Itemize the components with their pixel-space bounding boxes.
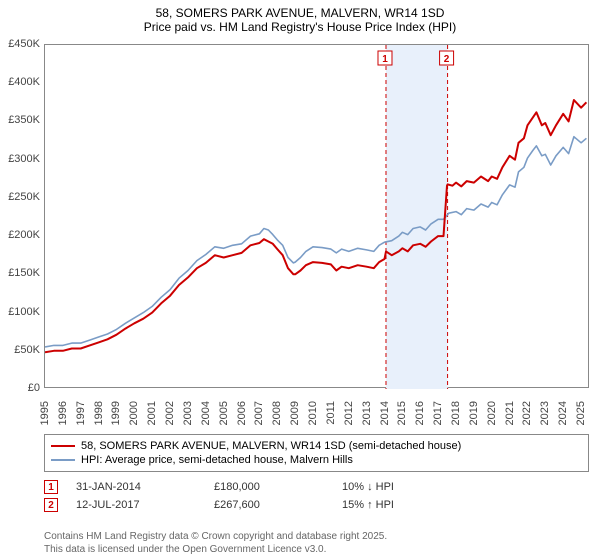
- x-tick-label: 2006: [236, 401, 248, 425]
- x-tick-label: 2023: [539, 401, 551, 425]
- x-tick-label: 2019: [468, 401, 480, 425]
- x-tick-label: 2001: [146, 401, 158, 425]
- x-tick-label: 2025: [575, 401, 587, 425]
- x-tick-label: 1995: [39, 401, 51, 425]
- x-tick-label: 2020: [486, 401, 498, 425]
- marker-number-icon: 1: [44, 480, 58, 494]
- footer-line2: This data is licensed under the Open Gov…: [44, 544, 387, 557]
- x-tick-label: 1997: [75, 401, 87, 425]
- x-tick-label: 2021: [504, 401, 516, 425]
- y-tick-label: £50K: [0, 344, 40, 356]
- x-tick-label: 2016: [414, 401, 426, 425]
- x-tick-label: 2011: [325, 401, 337, 425]
- sale-price: £180,000: [214, 481, 324, 493]
- x-tick-label: 2012: [343, 401, 355, 425]
- y-tick-label: £100K: [0, 306, 40, 318]
- x-tick-label: 2008: [271, 401, 283, 425]
- chart-title-line1: 58, SOMERS PARK AVENUE, MALVERN, WR14 1S…: [0, 6, 600, 20]
- sale-date: 31-JAN-2014: [76, 481, 196, 493]
- table-row: 1 31-JAN-2014 £180,000 10% ↓ HPI: [44, 478, 442, 496]
- legend-swatch: [51, 445, 75, 447]
- y-tick-label: £400K: [0, 76, 40, 88]
- sales-table: 1 31-JAN-2014 £180,000 10% ↓ HPI 2 12-JU…: [44, 478, 442, 514]
- x-tick-label: 2024: [557, 401, 569, 425]
- legend-box: 58, SOMERS PARK AVENUE, MALVERN, WR14 1S…: [44, 434, 589, 472]
- sale-price: £267,600: [214, 499, 324, 511]
- chart-title-line2: Price paid vs. HM Land Registry's House …: [0, 20, 600, 34]
- x-tick-label: 2014: [379, 401, 391, 425]
- chart-svg: 12: [45, 45, 590, 389]
- footer-attribution: Contains HM Land Registry data © Crown c…: [44, 531, 387, 556]
- x-tick-label: 2015: [396, 401, 408, 425]
- x-tick-label: 2007: [253, 401, 265, 425]
- x-tick-label: 2009: [289, 401, 301, 425]
- x-tick-label: 2003: [182, 401, 194, 425]
- y-tick-label: £250K: [0, 191, 40, 203]
- x-tick-label: 2018: [450, 401, 462, 425]
- y-tick-label: £200K: [0, 229, 40, 241]
- x-tick-label: 1996: [57, 401, 69, 425]
- y-tick-label: £450K: [0, 38, 40, 50]
- svg-text:2: 2: [444, 54, 450, 65]
- sale-date: 12-JUL-2017: [76, 499, 196, 511]
- x-tick-label: 2002: [164, 401, 176, 425]
- y-tick-label: £350K: [0, 114, 40, 126]
- svg-text:1: 1: [382, 54, 388, 65]
- x-tick-label: 2005: [218, 401, 230, 425]
- legend-label: 58, SOMERS PARK AVENUE, MALVERN, WR14 1S…: [81, 440, 461, 452]
- x-tick-label: 2000: [128, 401, 140, 425]
- x-tick-label: 2022: [521, 401, 533, 425]
- x-tick-label: 2017: [432, 401, 444, 425]
- y-tick-label: £300K: [0, 153, 40, 165]
- y-tick-label: £150K: [0, 267, 40, 279]
- table-row: 2 12-JUL-2017 £267,600 15% ↑ HPI: [44, 496, 442, 514]
- y-tick-label: £0: [0, 382, 40, 394]
- footer-line1: Contains HM Land Registry data © Crown c…: [44, 531, 387, 544]
- x-tick-label: 2010: [307, 401, 319, 425]
- legend-row: 58, SOMERS PARK AVENUE, MALVERN, WR14 1S…: [51, 439, 582, 453]
- marker-number-icon: 2: [44, 498, 58, 512]
- x-tick-label: 2013: [361, 401, 373, 425]
- sale-diff: 15% ↑ HPI: [342, 499, 442, 511]
- sale-diff: 10% ↓ HPI: [342, 481, 442, 493]
- x-tick-label: 1998: [93, 401, 105, 425]
- legend-swatch: [51, 459, 75, 461]
- x-tick-label: 2004: [200, 401, 212, 425]
- legend-label: HPI: Average price, semi-detached house,…: [81, 454, 353, 466]
- legend-row: HPI: Average price, semi-detached house,…: [51, 453, 582, 467]
- x-tick-label: 1999: [110, 401, 122, 425]
- chart-title-block: 58, SOMERS PARK AVENUE, MALVERN, WR14 1S…: [0, 0, 600, 34]
- chart-area: 12 1995199619971998199920002001200220032…: [44, 44, 589, 388]
